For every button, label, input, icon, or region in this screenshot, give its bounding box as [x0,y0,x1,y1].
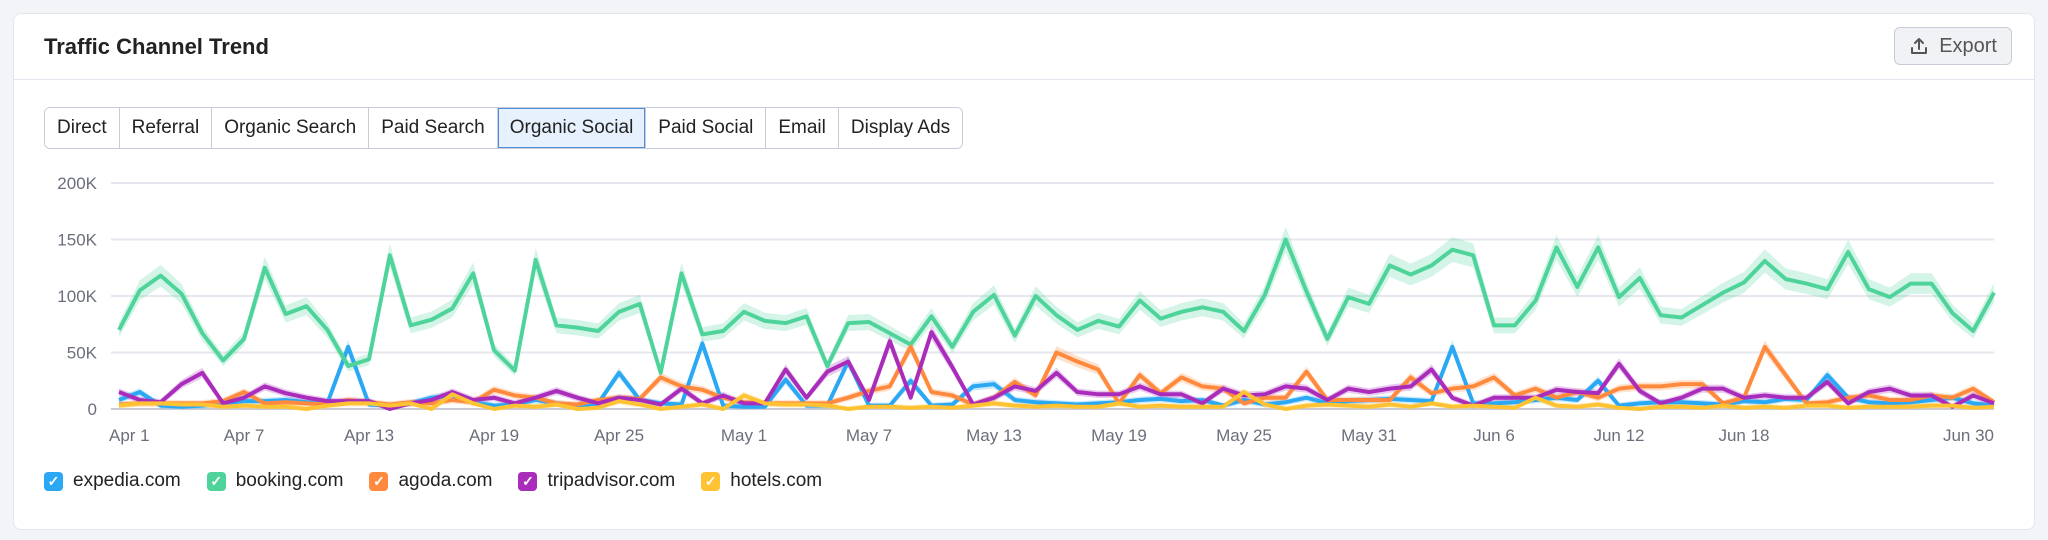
x-tick-label: Jun 6 [1473,426,1515,445]
tab-email[interactable]: Email [766,108,839,148]
x-tick-label: May 7 [846,426,892,445]
checkbox-icon[interactable]: ✓ [701,471,721,491]
y-tick-label: 50K [67,344,98,363]
checkbox-icon[interactable]: ✓ [206,471,226,491]
x-tick-label: Apr 13 [344,426,394,445]
x-tick-label: May 31 [1341,426,1397,445]
legend-item[interactable]: ✓ hotels.com [701,470,822,492]
legend-item[interactable]: ✓ booking.com [206,470,344,492]
tab-direct[interactable]: Direct [45,108,120,148]
x-tick-label: Apr 1 [109,426,150,445]
series-line-hotels.com [118,390,1995,411]
x-tick-label: Jun 12 [1593,426,1644,445]
checkbox-icon[interactable]: ✓ [44,471,63,491]
legend-label: booking.com [235,470,344,491]
legend-label: agoda.com [398,470,493,491]
x-tick-label: May 19 [1091,426,1147,445]
tab-paid-search[interactable]: Paid Search [369,108,498,148]
export-label: Export [1939,34,1997,57]
series-line-expedia.com [118,341,1995,409]
traffic-line-chart: 0 50K 100K 150K 200K Apr 1 Apr 7 Apr 13 Apr 19 Ap… [57,174,1996,445]
x-tick-label: May 13 [966,426,1022,445]
card-title: Traffic Channel Trend [44,34,269,59]
legend-item[interactable]: ✓ agoda.com [369,470,492,492]
x-tick-label: Jun 30 [1943,426,1994,445]
y-tick-label: 150K [57,231,97,250]
checkbox-icon[interactable]: ✓ [518,471,538,491]
x-tick-label: May 25 [1216,426,1272,445]
legend-item[interactable]: ✓ tripadvisor.com [518,470,675,492]
channel-tabs: Direct Referral Organic Search Paid Sear… [44,107,964,149]
series-line-agoda.com [118,344,1996,407]
legend-label: expedia.com [73,470,181,491]
traffic-channel-card: Traffic Channel Trend Export Direct Refe… [13,13,2035,530]
x-tick-label: Jun 18 [1718,426,1769,445]
y-tick-label: 200K [57,174,97,193]
confidence-band-booking.com [119,226,1994,378]
x-tick-label: May 1 [721,426,767,445]
tab-display-ads[interactable]: Display Ads [838,108,963,148]
tab-organic-social[interactable]: Organic Social [497,108,647,148]
x-tick-label: Apr 25 [594,426,644,445]
legend-label: hotels.com [730,470,823,491]
checkbox-icon[interactable]: ✓ [369,471,389,491]
y-tick-label: 100K [57,287,97,306]
upload-icon [1911,38,1928,54]
card-header: Traffic Channel Trend Export [14,14,2034,80]
y-tick-label: 0 [88,400,97,419]
tab-referral[interactable]: Referral [119,108,213,148]
legend-item[interactable]: ✓ expedia.com [44,470,181,492]
legend-label: tripadvisor.com [547,470,676,491]
tab-paid-social[interactable]: Paid Social [646,108,767,148]
series-line-booking.com [117,237,1996,375]
tab-organic-search[interactable]: Organic Search [212,108,370,148]
chart-legend: ✓ expedia.com ✓ booking.com ✓ agoda.com ✓ tripa… [44,470,822,492]
series-line-tripadvisor.com [118,330,1995,411]
x-tick-label: Apr 19 [469,426,519,445]
export-button[interactable]: Export [1894,27,2012,65]
x-tick-label: Apr 7 [224,426,265,445]
